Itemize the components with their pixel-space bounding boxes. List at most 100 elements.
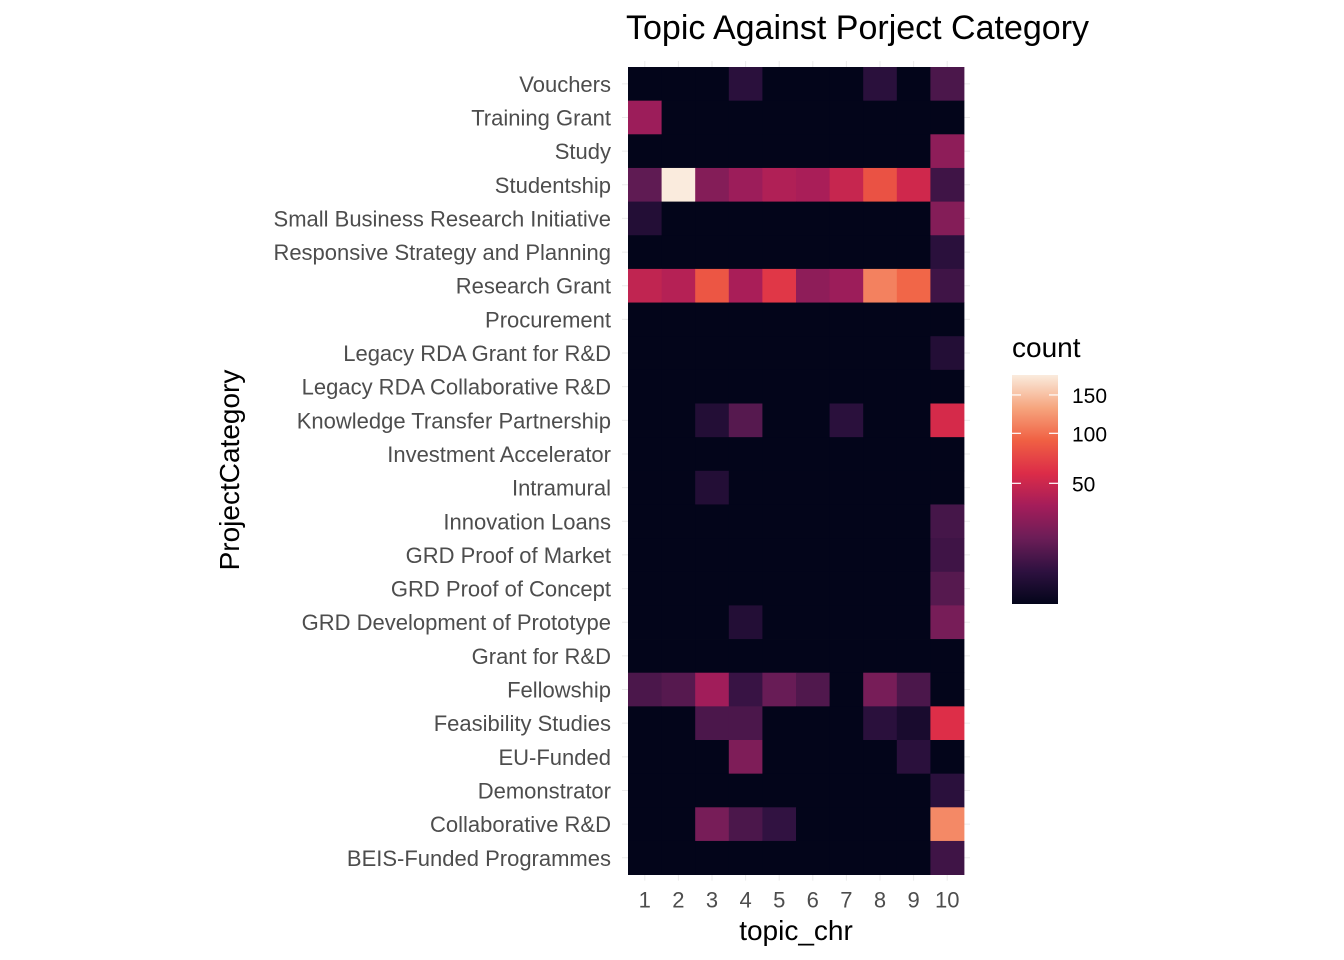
heatmap-cell — [628, 201, 662, 236]
heatmap-cell — [762, 437, 797, 472]
legend-colorbar — [1012, 375, 1058, 604]
heatmap-cell — [896, 571, 931, 606]
heatmap-cell — [728, 167, 763, 202]
heatmap-cell — [863, 369, 898, 404]
heatmap-cell — [728, 605, 763, 640]
heatmap-cell — [728, 504, 763, 539]
heatmap-cell — [695, 807, 730, 842]
heatmap-cell — [762, 840, 797, 875]
heatmap-cell — [930, 369, 965, 404]
heatmap-cell — [796, 672, 830, 707]
heatmap-cell — [796, 268, 830, 303]
heatmap-cell — [829, 672, 864, 707]
heatmap-cell — [829, 302, 864, 337]
heatmap-cell — [728, 807, 763, 842]
heatmap-cell — [762, 100, 797, 135]
heatmap-cell — [628, 706, 662, 741]
legend-tick-label: 150 — [1072, 385, 1107, 408]
heatmap-cell — [762, 268, 797, 303]
heatmap-cell — [829, 538, 864, 573]
heatmap-cell — [628, 571, 662, 606]
heatmap-cell — [628, 67, 662, 102]
heatmap-cell — [796, 773, 830, 808]
heatmap-cell — [829, 807, 864, 842]
heatmap-cell — [930, 403, 965, 438]
heatmap-cell — [628, 336, 662, 371]
x-tick-label: 2 — [672, 888, 684, 913]
heatmap-cell — [628, 302, 662, 337]
heatmap-cell — [796, 403, 830, 438]
heatmap-cell — [728, 403, 763, 438]
heatmap-cell — [695, 840, 730, 875]
heatmap-cell — [661, 470, 696, 505]
heatmap-cell — [628, 167, 662, 202]
heatmap-cell — [863, 605, 898, 640]
heatmap-cell — [695, 470, 730, 505]
heatmap-cell — [863, 538, 898, 573]
x-tick-label: 1 — [639, 888, 651, 913]
heatmap-cell — [896, 369, 931, 404]
heatmap-cell — [796, 706, 830, 741]
heatmap-cell — [930, 302, 965, 337]
heatmap-cell — [930, 268, 965, 303]
heatmap-cell — [796, 470, 830, 505]
heatmap-cell — [896, 470, 931, 505]
heatmap-cell — [762, 336, 797, 371]
heatmap-cell — [863, 100, 898, 135]
x-tick-labels: 1 2 3 4 5 6 7 8 9 10 — [639, 888, 960, 913]
heatmap-cell — [863, 134, 898, 169]
x-tick-label: 8 — [874, 888, 886, 913]
y-tick-label: Legacy RDA Collaborative R&D — [302, 375, 611, 400]
heatmap-cell — [661, 100, 696, 135]
heatmap-cell — [728, 369, 763, 404]
heatmap-cell — [661, 134, 696, 169]
heatmap-cell — [829, 437, 864, 472]
legend-title: count — [1012, 332, 1081, 363]
heatmap-cell — [796, 201, 830, 236]
heatmap-cell — [930, 571, 965, 606]
heatmap-cell — [661, 504, 696, 539]
heatmap-cell — [661, 605, 696, 640]
heatmap-cell — [930, 336, 965, 371]
heatmap-cell — [728, 100, 763, 135]
heatmap-cell — [930, 235, 965, 270]
heatmap-cell — [762, 504, 797, 539]
heatmap-cell — [863, 571, 898, 606]
heatmap-cell — [829, 706, 864, 741]
y-tick-label: Study — [555, 139, 611, 164]
heatmap-cell — [863, 336, 898, 371]
heatmap-cell — [896, 538, 931, 573]
heatmap-cell — [695, 672, 730, 707]
heatmap-cell — [661, 807, 696, 842]
heatmap-cell — [829, 470, 864, 505]
heatmap-cell — [728, 773, 763, 808]
heatmap-cell — [661, 302, 696, 337]
heatmap-cell — [762, 470, 797, 505]
y-axis-title: ProjectCategory — [214, 370, 245, 571]
heatmap-cell — [628, 268, 662, 303]
heatmap-cell — [661, 571, 696, 606]
y-tick-label: Knowledge Transfer Partnership — [297, 408, 611, 433]
heatmap-cell — [728, 268, 763, 303]
heatmap-cell — [695, 571, 730, 606]
heatmap-cell — [863, 740, 898, 775]
legend-tick-label: 50 — [1072, 473, 1095, 496]
heatmap-cell — [930, 167, 965, 202]
heatmap-cell — [661, 403, 696, 438]
heatmap-cell — [695, 235, 730, 270]
heatmap-cell — [728, 134, 763, 169]
y-tick-label: Studentship — [495, 173, 611, 198]
heatmap-cell — [829, 201, 864, 236]
heatmap-cell — [762, 369, 797, 404]
heatmap-cell — [796, 437, 830, 472]
heatmap-cell — [661, 437, 696, 472]
heatmap-cell — [863, 201, 898, 236]
heatmap-cell — [695, 538, 730, 573]
heatmap-cell — [695, 336, 730, 371]
heatmap-cell — [796, 369, 830, 404]
heatmap-cell — [728, 672, 763, 707]
heatmap-cell — [863, 268, 898, 303]
heatmap-cell — [661, 773, 696, 808]
heatmap-cell — [728, 840, 763, 875]
